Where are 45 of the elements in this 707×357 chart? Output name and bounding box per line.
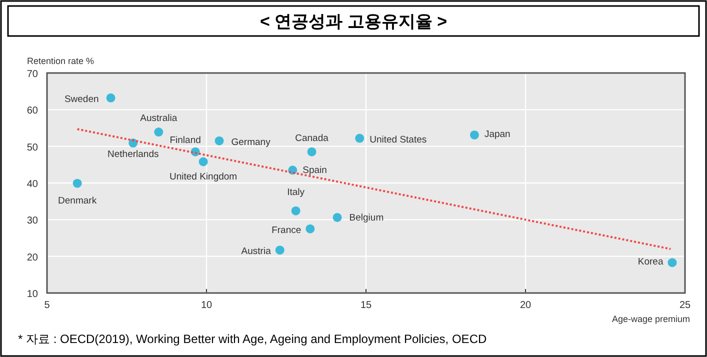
point [307,147,316,156]
y-tick-label: 20 [26,252,38,264]
annotation: France [272,224,302,236]
x-tick-label: 20 [520,300,532,311]
annotation: Denmark [58,195,97,206]
annotation: Netherlands [108,149,159,160]
y-tick-label: 30 [26,216,38,227]
annotation: Australia [140,113,178,124]
chart-title: < 연공성과 고용유지율 > [260,12,448,31]
x-tick-label: 10 [200,300,212,311]
point [332,212,342,222]
y-tick-label: 70 [26,69,38,80]
annotation: Italy [287,186,305,198]
point [214,136,224,146]
point [470,130,479,140]
annotation: Austria [241,246,272,258]
point [668,258,677,268]
annotation: Japan [484,128,510,140]
x-axis-title: Age-wage premium [612,314,690,324]
y-tick-label: 60 [26,106,38,117]
x-tick-label: 25 [679,300,691,311]
y-axis-title: Retention rate % [27,56,94,66]
annotation: Korea [638,256,664,268]
point [106,93,116,102]
y-tick-label: 40 [26,179,38,190]
annotation: Finland [170,134,201,146]
x-tick-label: 5 [44,300,50,311]
annotation: Spain [302,165,327,176]
point [198,157,208,166]
annotation: United Kingdom [170,172,238,183]
point [355,134,364,143]
annotation: United States [370,134,427,146]
point [275,246,284,255]
y-tick-label: 50 [26,142,38,154]
annotation: Germany [231,136,271,148]
text: * 자료 : OECD(2019), Working Better with Age, Ageing and Employment Policies, OECD [18,332,487,346]
x-tick-label: 15 [360,300,372,311]
annotation: Belgium [349,212,384,224]
point [306,224,315,234]
point [154,128,164,137]
annotation: Sweden [64,94,99,105]
annotation: Canada [295,132,330,144]
y-tick-label: 10 [26,289,38,300]
point [291,206,300,216]
point [72,178,82,188]
